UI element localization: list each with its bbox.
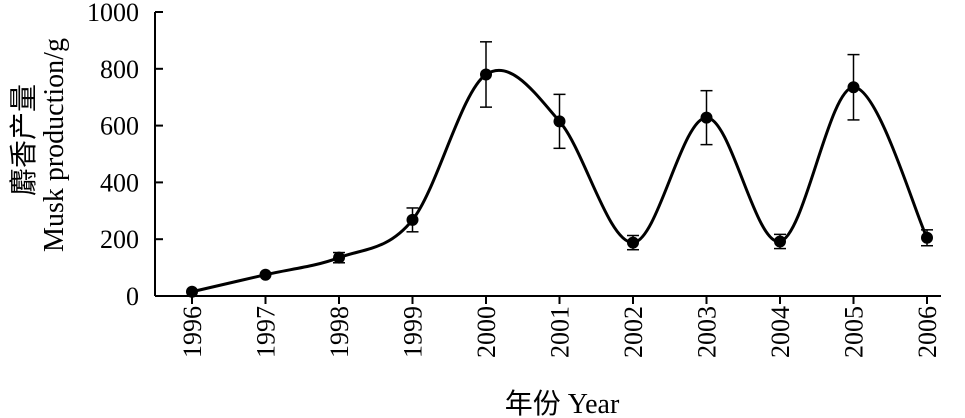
series-curve-layer bbox=[191, 68, 929, 294]
x-tick-label: 1999 bbox=[399, 306, 428, 358]
data-point bbox=[553, 115, 566, 128]
y-tick-label: 400 bbox=[100, 168, 139, 197]
data-point bbox=[627, 236, 639, 249]
data-point bbox=[259, 268, 272, 281]
x-tick-label: 2004 bbox=[766, 306, 795, 358]
data-point bbox=[700, 111, 713, 124]
x-tick-label: 1998 bbox=[325, 306, 354, 358]
y-axis-title-chinese: 麝香产量 bbox=[8, 84, 40, 196]
x-tick-label: 2002 bbox=[619, 306, 648, 358]
x-ticks: 1996 1997 1998 1999 2000 2001 2002 2003 2004 2005… bbox=[178, 296, 942, 358]
x-tick-label: 2003 bbox=[693, 306, 722, 358]
y-tick-label: 600 bbox=[100, 112, 139, 141]
series-line bbox=[191, 68, 929, 294]
data-point bbox=[333, 251, 345, 264]
y-tick-label: 1000 bbox=[87, 0, 139, 27]
data-point bbox=[186, 285, 198, 298]
y-axis-title-english: Musk production/g bbox=[39, 38, 70, 252]
error-bars bbox=[333, 41, 933, 264]
data-point bbox=[774, 235, 786, 248]
y-tick-label: 800 bbox=[100, 55, 139, 84]
y-ticks: 0 200 400 600 800 1000 bbox=[87, 0, 163, 311]
axes bbox=[154, 12, 941, 297]
data-point bbox=[480, 68, 492, 81]
x-tick-label: 2001 bbox=[546, 306, 575, 358]
data-point bbox=[921, 231, 933, 244]
y-tick-label: 200 bbox=[100, 225, 139, 254]
data-points bbox=[186, 68, 933, 298]
data-point bbox=[847, 81, 860, 94]
x-tick-label: 2000 bbox=[472, 306, 501, 358]
x-tick-label: 2006 bbox=[913, 306, 942, 358]
x-tick-label: 1996 bbox=[178, 306, 207, 358]
data-point bbox=[406, 213, 419, 226]
x-axis-title: 年份 Year bbox=[505, 388, 620, 418]
y-tick-label: 0 bbox=[126, 282, 139, 311]
x-tick-label: 1997 bbox=[252, 306, 281, 358]
x-tick-label: 2005 bbox=[840, 306, 869, 358]
